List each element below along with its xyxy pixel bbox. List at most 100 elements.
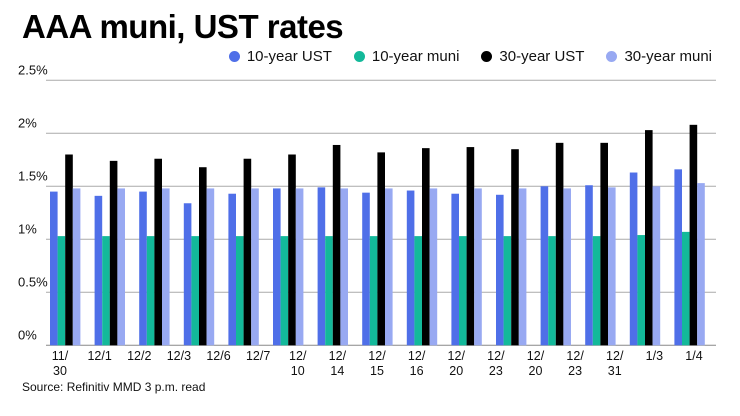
x-tick-label: 12/14 <box>329 349 347 378</box>
bar-10-year-muni <box>637 235 645 346</box>
bar-10-year-ust <box>406 190 415 346</box>
bar-30-year-ust <box>600 142 608 346</box>
x-tick-label: 12/7 <box>246 349 270 363</box>
bar-10-year-muni <box>682 231 690 346</box>
bar-10-year-ust <box>317 187 326 346</box>
x-tick-label: 12/23 <box>487 349 505 378</box>
bar-30-year-muni <box>518 188 527 346</box>
bar-30-year-muni <box>608 187 616 346</box>
bar-30-year-muni <box>117 188 125 346</box>
bar-30-year-muni <box>652 186 661 346</box>
bar-30-year-ust <box>199 167 207 346</box>
legend-marker-icon <box>481 51 493 62</box>
bar-10-year-ust <box>629 172 638 346</box>
x-tick-label: 12/10 <box>289 349 307 378</box>
bar-10-year-muni <box>369 236 378 346</box>
bar-30-year-ust <box>243 158 252 346</box>
legend-item: 30-year UST <box>481 48 584 65</box>
legend-marker-icon <box>353 51 365 62</box>
legend-label: 10-year muni <box>371 48 460 65</box>
bar-10-year-ust <box>496 194 504 346</box>
y-tick-label: 2.5% <box>18 62 48 77</box>
bar-30-year-ust <box>422 148 430 346</box>
bar-30-year-muni <box>429 188 438 346</box>
x-tick-label: 12/6 <box>206 349 230 363</box>
bar-10-year-muni <box>280 236 289 346</box>
bar-30-year-muni <box>697 183 705 346</box>
y-tick-label: 1% <box>18 221 37 236</box>
legend-item: 30-year muni <box>606 48 712 65</box>
x-tick-label: 12/20 <box>448 349 466 378</box>
x-tick-label: 12/3 <box>167 349 191 363</box>
x-tick-label: 12/23 <box>566 349 584 378</box>
bar-30-year-muni <box>295 188 304 346</box>
bar-10-year-muni <box>459 236 467 346</box>
legend-marker-icon <box>606 51 618 62</box>
bar-30-year-ust <box>65 154 73 346</box>
bar-30-year-muni <box>72 188 81 346</box>
bar-30-year-ust <box>511 149 519 346</box>
bar-10-year-ust <box>674 169 682 346</box>
bar-10-year-ust <box>585 185 593 346</box>
bar-30-year-ust <box>466 147 475 346</box>
bar-10-year-ust <box>94 195 103 346</box>
source-note: Source: Refinitiv MMD 3 p.m. read <box>22 380 206 394</box>
bar-30-year-ust <box>645 130 653 346</box>
bar-30-year-ust <box>288 154 296 346</box>
y-tick-label: 1.5% <box>18 168 48 183</box>
bar-30-year-muni <box>340 188 348 346</box>
bar-30-year-muni <box>251 188 259 346</box>
bar-10-year-muni <box>592 236 601 346</box>
chart-title: AAA muni, UST rates <box>22 8 344 45</box>
x-tick-label: 12/15 <box>368 349 386 378</box>
legend-marker-icon <box>228 51 240 62</box>
legend-item: 10-year UST <box>228 48 332 65</box>
x-tick-label: 1/3 <box>646 349 663 363</box>
x-tick-label: 12/1 <box>87 349 111 363</box>
bar-30-year-muni <box>206 188 215 346</box>
bar-30-year-ust <box>689 124 698 346</box>
bar-10-year-muni <box>325 236 333 346</box>
x-tick-label: 1/4 <box>685 349 702 363</box>
y-tick-label: 0% <box>18 327 37 342</box>
legend-label: 30-year UST <box>499 48 585 65</box>
legend: 10-year UST 10-year muni 30-year UST 30-yea… <box>228 48 712 65</box>
bar-10-year-muni <box>102 236 110 346</box>
bar-30-year-ust <box>109 160 118 346</box>
legend-label: 10-year UST <box>246 48 332 65</box>
bar-30-year-ust <box>332 144 341 346</box>
bar-10-year-muni <box>236 236 244 346</box>
bar-10-year-muni <box>414 236 422 346</box>
bar-10-year-muni <box>146 236 155 346</box>
bar-10-year-muni <box>57 236 66 346</box>
legend-label: 30-year muni <box>624 48 712 65</box>
x-tick-label: 12/2 <box>127 349 151 363</box>
bar-30-year-ust <box>377 152 385 346</box>
y-tick-label: 0.5% <box>18 274 48 289</box>
bar-30-year-muni <box>162 188 170 346</box>
x-tick-label: 12/31 <box>606 349 624 378</box>
bar-30-year-muni <box>563 188 571 346</box>
bar-10-year-ust <box>228 193 236 346</box>
bar-10-year-ust <box>139 191 147 346</box>
bar-30-year-ust <box>154 158 162 346</box>
x-tick-label: 11/30 <box>52 349 69 378</box>
bar-10-year-muni <box>191 236 199 346</box>
bar-10-year-ust <box>273 188 281 346</box>
bar-30-year-ust <box>555 142 564 346</box>
x-tick-label: 12/16 <box>408 349 426 378</box>
y-tick-label: 2% <box>18 115 37 130</box>
x-tick-label: 12/20 <box>527 349 545 378</box>
bar-10-year-muni <box>503 236 512 346</box>
bar-10-year-ust <box>451 193 459 346</box>
bar-30-year-muni <box>385 188 393 346</box>
bar-10-year-ust <box>183 203 192 346</box>
legend-item: 10-year muni <box>353 48 460 65</box>
bar-30-year-muni <box>474 188 482 346</box>
bar-10-year-ust <box>540 186 549 346</box>
bar-10-year-muni <box>548 236 556 346</box>
bar-10-year-ust <box>50 191 58 346</box>
bar-10-year-ust <box>362 192 370 346</box>
